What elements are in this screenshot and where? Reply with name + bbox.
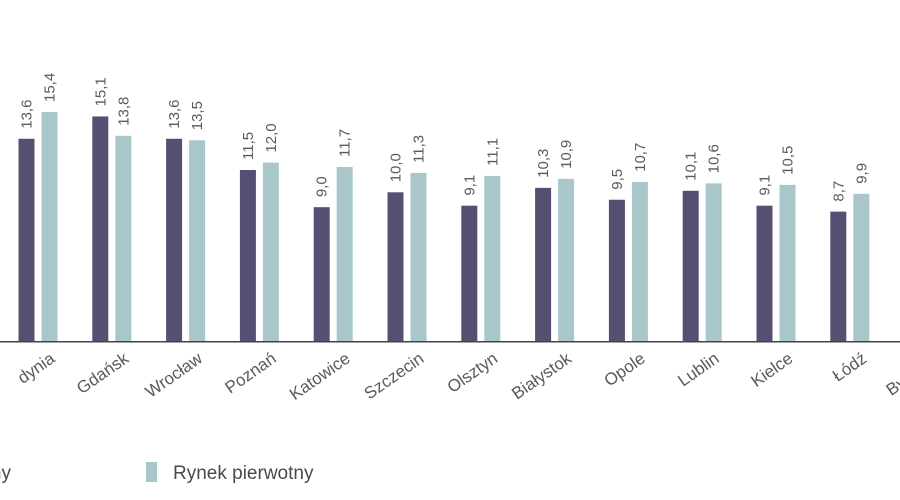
bar-series-2-7 bbox=[558, 178, 575, 341]
category-label-5: Szczecin bbox=[361, 349, 428, 404]
bar-series-1-7 bbox=[535, 187, 552, 341]
value-label-series-1-2: 13,6 bbox=[166, 100, 183, 129]
legend: orny Rynek pierwotny bbox=[0, 462, 314, 484]
bar-series-2-9 bbox=[705, 183, 722, 341]
bar-series-1-4 bbox=[313, 207, 330, 341]
value-label-series-2-11: 9,9 bbox=[853, 163, 870, 184]
value-label-series-2-7: 10,9 bbox=[558, 140, 575, 169]
legend-label-series-2: Rynek pierwotny bbox=[173, 463, 314, 484]
bar-series-2-5 bbox=[410, 172, 427, 341]
value-label-series-1-3: 11,5 bbox=[240, 132, 257, 160]
bar-series-1-0 bbox=[18, 138, 35, 341]
value-label-series-1-10: 9,1 bbox=[757, 175, 774, 196]
bar-series-2-11 bbox=[853, 193, 870, 341]
value-label-series-2-9: 10,6 bbox=[706, 144, 723, 173]
value-label-series-1-7: 10,3 bbox=[535, 149, 552, 178]
category-label-10: Kielce bbox=[747, 349, 796, 391]
bar-series-2-1 bbox=[115, 135, 132, 341]
value-label-series-1-8: 9,5 bbox=[609, 169, 626, 190]
bar-series-2-4 bbox=[336, 167, 353, 341]
value-label-series-2-5: 11,3 bbox=[411, 135, 428, 163]
legend-swatch-series-2 bbox=[146, 462, 157, 482]
value-label-series-1-9: 10,1 bbox=[683, 152, 700, 181]
bar-series-1-3 bbox=[239, 169, 256, 341]
value-label-series-2-3: 12,0 bbox=[263, 123, 280, 152]
value-label-series-1-6: 9,1 bbox=[461, 175, 478, 196]
value-label-series-2-4: 11,7 bbox=[337, 129, 354, 157]
bar-series-2-8 bbox=[631, 181, 648, 341]
bar-series-2-6 bbox=[484, 175, 501, 341]
category-labels-layer: dynia Gdańsk Wrocław Poznań Katowice Szczecin… bbox=[14, 348, 900, 404]
category-label-4: Katowice bbox=[286, 349, 353, 404]
bar-series-1-10 bbox=[756, 205, 773, 341]
bar-series-2-0 bbox=[41, 112, 58, 341]
bar-series-1-8 bbox=[608, 199, 625, 341]
value-label-series-2-6: 11,1 bbox=[484, 138, 501, 166]
category-label-2: Wrocław bbox=[142, 348, 207, 401]
value-label-series-1-1: 15,1 bbox=[92, 77, 109, 106]
bar-series-2-10 bbox=[779, 184, 796, 341]
value-label-series-1-5: 10,0 bbox=[388, 153, 405, 182]
legend-item-series-2: Rynek pierwotny bbox=[146, 462, 314, 484]
category-label-0: dynia bbox=[14, 348, 59, 387]
value-label-series-2-10: 10,5 bbox=[780, 146, 797, 175]
value-label-series-2-1: 13,8 bbox=[115, 97, 132, 126]
bar-series-2-3 bbox=[262, 162, 279, 341]
bar-series-2-2 bbox=[189, 140, 206, 341]
category-label-7: Białystok bbox=[508, 348, 575, 403]
legend-label-series-1: orny bbox=[0, 463, 11, 484]
category-label-9: Lublin bbox=[674, 349, 722, 391]
category-label-6: Olsztyn bbox=[444, 349, 501, 397]
value-label-series-1-11: 8,7 bbox=[830, 181, 847, 202]
bar-series-1-11 bbox=[830, 211, 847, 341]
category-label-11: Łódź bbox=[829, 349, 870, 386]
bar-series-1-9 bbox=[682, 190, 699, 341]
value-labels-layer: 13,6 15,4 15,1 13,8 13,6 13,5 11,5 12,0 9,0 11,7 1… bbox=[19, 73, 871, 202]
value-label-series-2-2: 13,5 bbox=[189, 101, 206, 130]
category-label-12: Bydgost bbox=[883, 349, 900, 400]
bar-series-1-2 bbox=[166, 138, 183, 341]
bar-series-1-5 bbox=[387, 192, 404, 341]
bar-series-1-6 bbox=[461, 205, 478, 341]
bars-layer bbox=[18, 112, 870, 342]
legend-item-series-1: orny bbox=[0, 463, 11, 484]
category-label-3: Poznań bbox=[222, 349, 280, 398]
category-label-8: Opole bbox=[601, 349, 649, 391]
value-label-series-1-4: 9,0 bbox=[314, 176, 331, 197]
category-label-1: Gdańsk bbox=[73, 348, 132, 397]
value-label-series-2-0: 15,4 bbox=[42, 73, 59, 102]
value-label-series-2-8: 10,7 bbox=[632, 143, 649, 172]
value-label-series-1-0: 13,6 bbox=[19, 100, 36, 129]
bar-series-1-1 bbox=[92, 116, 109, 342]
